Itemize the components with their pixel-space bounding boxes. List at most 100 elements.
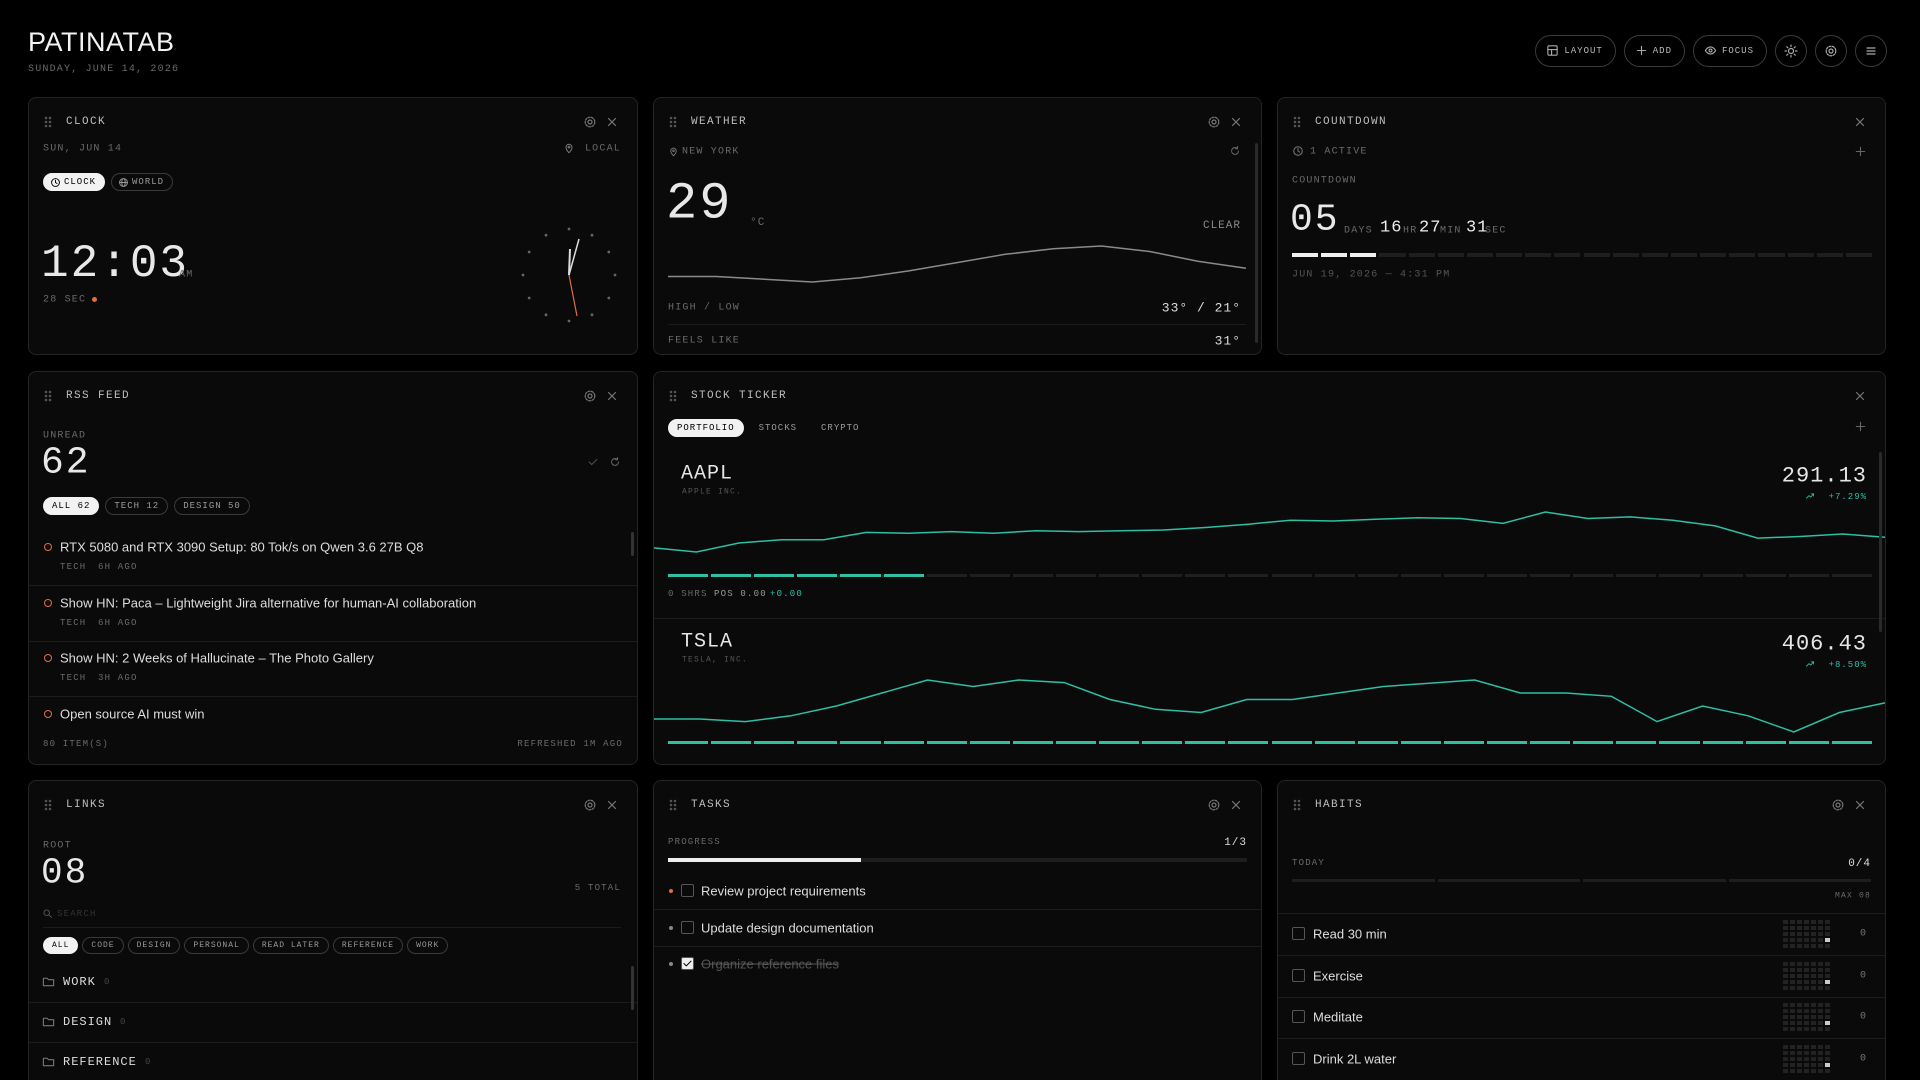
toolbar-button[interactable]: ADD (1623, 35, 1685, 67)
divider (29, 1002, 637, 1003)
handle-shape (44, 116, 48, 120)
folder-name[interactable]: DESIGN (63, 1015, 113, 1029)
refresh-icon[interactable] (1229, 145, 1241, 157)
close-icon[interactable] (1229, 798, 1243, 812)
gear-icon[interactable] (583, 798, 597, 812)
habit-checkbox[interactable] (1292, 1010, 1305, 1023)
habit-checkbox[interactable] (1292, 927, 1305, 940)
link-count: 08 (41, 852, 89, 894)
plus-icon[interactable] (1854, 420, 1867, 433)
search-input[interactable]: SEARCH (57, 909, 97, 919)
grid-cell (1804, 926, 1809, 930)
close-icon[interactable] (1853, 798, 1867, 812)
handle-icon[interactable] (41, 115, 55, 129)
feed-title[interactable]: Show HN: 2 Weeks of Hallucinate – The Ph… (60, 650, 374, 666)
folder-name[interactable]: WORK (63, 975, 96, 989)
toolbar-button[interactable]: FOCUS (1692, 35, 1767, 67)
plus-icon[interactable] (1854, 145, 1867, 158)
ticker-name: APPLE INC. (682, 487, 743, 497)
toolbar-button[interactable]: LAYOUT (1535, 35, 1616, 67)
handle-icon[interactable] (666, 798, 680, 812)
gear-icon[interactable] (583, 115, 597, 129)
close-icon[interactable] (605, 798, 619, 812)
grid-cell (1818, 1044, 1823, 1049)
filter-pill[interactable]: DESIGN 50 (174, 497, 250, 515)
handle-shape (669, 398, 673, 402)
task-checkbox[interactable] (681, 920, 694, 934)
feed-title[interactable]: Open source AI must win (60, 706, 205, 721)
grid-cell (1811, 979, 1816, 984)
progress-segment (1357, 574, 1398, 577)
grid-cell (1818, 1015, 1823, 1019)
feed-title[interactable]: Show HN: Paca – Lightweight Jira alterna… (60, 595, 477, 610)
icon-button[interactable] (1775, 35, 1807, 67)
handle-icon[interactable] (41, 798, 55, 812)
close-icon[interactable] (1853, 115, 1867, 129)
gear-icon[interactable] (1207, 798, 1221, 812)
handle-shape (1293, 124, 1297, 128)
grid-cell (1790, 938, 1795, 942)
close-icon[interactable] (605, 115, 619, 129)
habit-checkbox[interactable] (1292, 1051, 1305, 1065)
target-date: JUN 19, 2026 — 4:31 PM (1292, 269, 1451, 281)
filter-pill[interactable]: ALL 62 (43, 497, 100, 515)
grid-cell (1804, 932, 1809, 936)
gear-icon[interactable] (1831, 798, 1845, 812)
close-icon[interactable] (605, 389, 619, 403)
stock-tab[interactable]: CRYPTO (821, 423, 860, 433)
filter-pill[interactable]: PERSONAL (184, 937, 249, 954)
pin-shape (565, 143, 573, 154)
progress-segment (1228, 574, 1269, 577)
handle-shape (1297, 120, 1301, 124)
clock-tab[interactable]: WORLD (111, 173, 174, 191)
feed-title[interactable]: RTX 5080 and RTX 3090 Setup: 80 Tok/s on… (60, 539, 424, 555)
folder-name[interactable]: REFERENCE (63, 1055, 137, 1069)
icon-button[interactable] (1855, 35, 1887, 67)
handle-icon[interactable] (1290, 115, 1304, 129)
gear-icon[interactable] (1207, 115, 1221, 129)
habit-name: Meditate (1313, 1009, 1363, 1025)
check-icon[interactable] (587, 456, 599, 468)
close-icon[interactable] (1853, 389, 1867, 403)
handle-shape (44, 394, 48, 398)
grid-cell (1811, 1068, 1816, 1073)
filter-pill[interactable]: TECH 12 (105, 497, 169, 515)
grid-cell (1797, 926, 1802, 930)
close-shape (1855, 391, 1865, 401)
stock-tab[interactable]: STOCKS (758, 423, 798, 433)
max-label: MAX 08 (1834, 891, 1871, 901)
handle-shape (673, 799, 677, 803)
handle-shape (669, 799, 673, 803)
close-icon[interactable] (1229, 115, 1243, 129)
countdown-widget: COUNTDOWN 1 ACTIVE COUNTDOWN 05 DAYS 16 HR 27 MI… (1277, 97, 1886, 355)
grid-cell (1825, 932, 1830, 936)
filter-pill[interactable]: DESIGN (127, 937, 181, 954)
grid-cell (1783, 967, 1788, 972)
filter-pill[interactable]: CODE (82, 937, 124, 954)
filter-pill[interactable]: WORK (407, 937, 449, 954)
task-checkbox[interactable] (681, 884, 694, 897)
grid-cell (1825, 944, 1830, 948)
filter-pill[interactable]: REFERENCE (332, 937, 404, 954)
handle-icon[interactable] (1290, 798, 1304, 812)
icon-button[interactable] (1815, 35, 1847, 67)
handle-icon[interactable] (666, 115, 680, 129)
trend-shape (1811, 493, 1814, 497)
task-checkbox[interactable] (681, 957, 694, 970)
clock-tab[interactable]: CLOCK (43, 173, 106, 191)
divider (43, 927, 621, 928)
handle-icon[interactable] (41, 389, 55, 403)
refresh-icon[interactable] (609, 456, 621, 468)
filter-pill[interactable]: ALL (43, 937, 79, 954)
divider (29, 585, 637, 586)
stock-tab[interactable]: PORTFOLIO (668, 419, 744, 437)
gear-icon[interactable] (583, 389, 597, 403)
handle-icon[interactable] (666, 389, 680, 403)
grid-cell (1811, 938, 1816, 942)
grid-cell (1797, 920, 1802, 924)
habit-checkbox[interactable] (1292, 968, 1305, 982)
handle-shape (48, 803, 52, 807)
grid-cell (1825, 961, 1830, 966)
filter-pill[interactable]: READ LATER (252, 937, 329, 954)
grid-cell (1790, 1003, 1795, 1007)
